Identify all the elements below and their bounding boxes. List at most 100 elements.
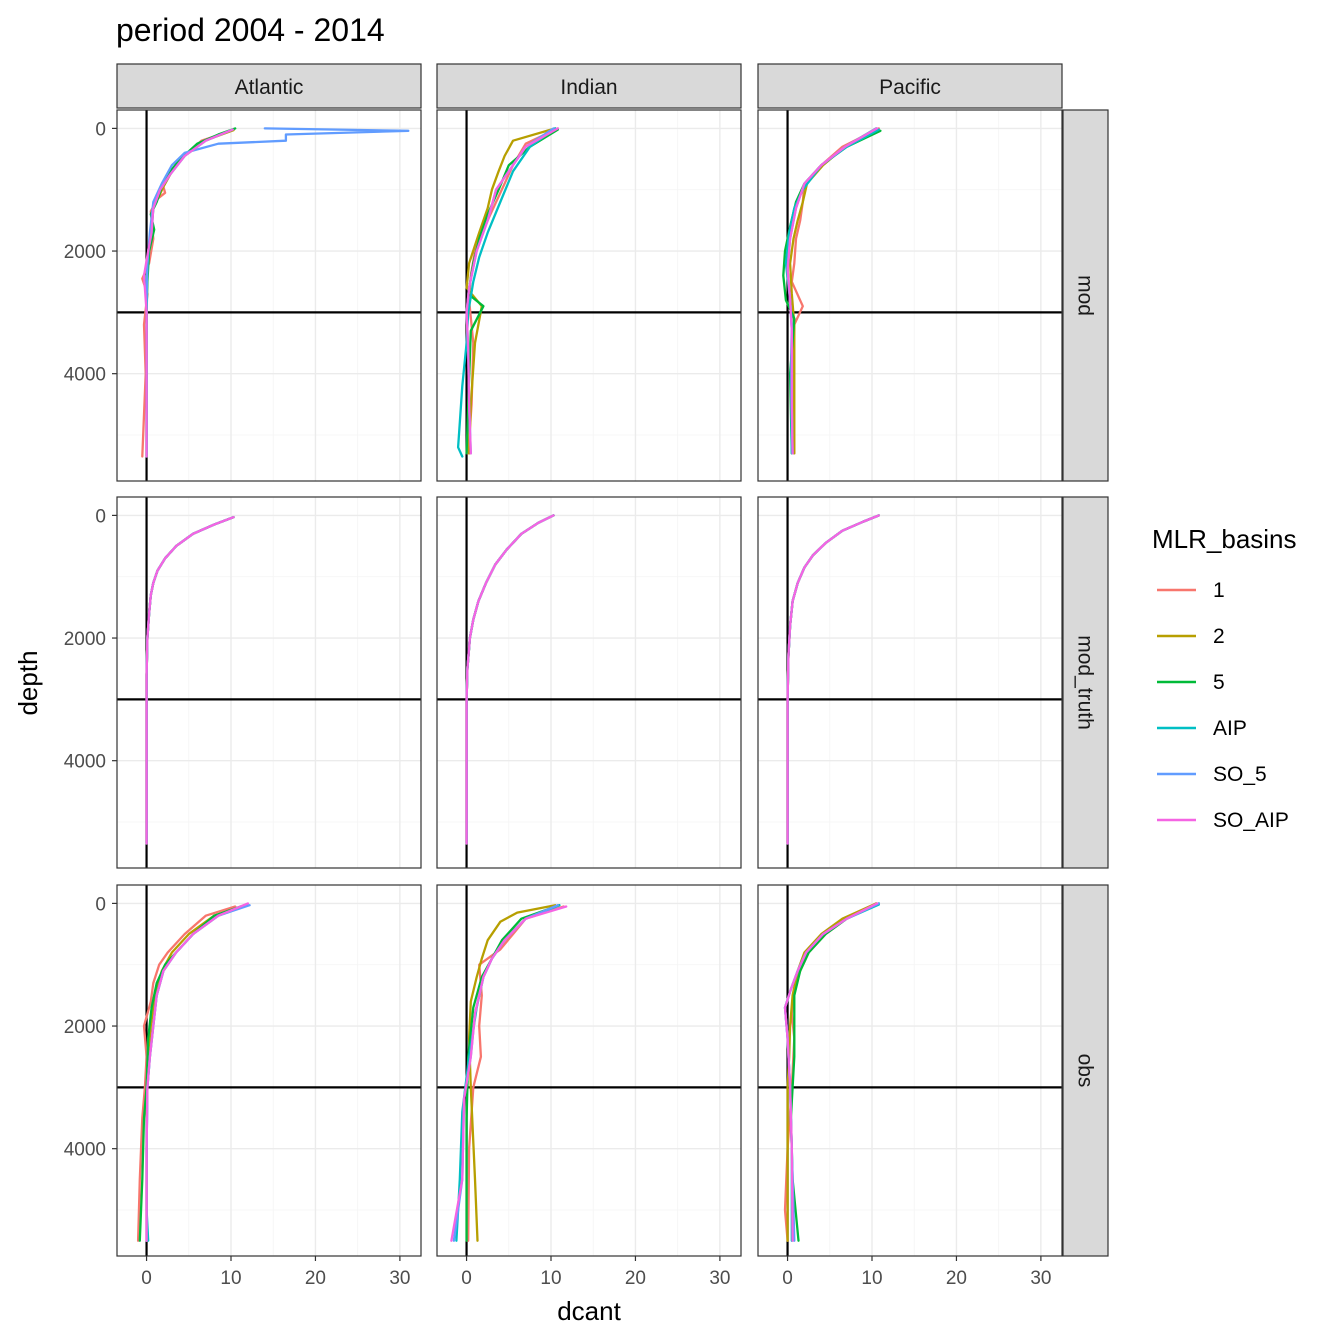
legend-label: 5 (1213, 671, 1225, 694)
x-tick-label: 10 (220, 1268, 241, 1289)
panel-indian-mod-truth (436, 496, 742, 869)
series-line-so-aip (465, 127, 559, 455)
x-tick-label: 0 (782, 1268, 793, 1289)
y-axis-title: depth (13, 650, 43, 715)
series-line-so-aip (465, 514, 555, 845)
series-line-5 (465, 904, 561, 1242)
series-line-1 (136, 905, 237, 1242)
strip-label: Atlantic (235, 76, 304, 99)
strip-label: obs (1074, 1054, 1097, 1088)
x-tick-label: 20 (625, 1268, 646, 1289)
strip-col-indian: Indian (436, 63, 742, 109)
strip-background (1062, 496, 1109, 869)
series-line-aip (456, 127, 557, 458)
legend-item: 2 (1157, 625, 1225, 648)
x-tick-label: 30 (389, 1268, 410, 1289)
panel-background (437, 110, 741, 481)
strip-label: Indian (560, 76, 617, 99)
legend-item: 5 (1157, 671, 1225, 694)
x-tick-label: 10 (861, 1268, 882, 1289)
panel-background (758, 885, 1062, 1256)
panel-border (116, 496, 422, 869)
y-tick-label: 2000 (64, 629, 106, 650)
strip-row-obs: obs (1062, 884, 1109, 1257)
strip-label: mod (1074, 275, 1097, 316)
series-line-so-aip (450, 905, 568, 1242)
series-line-so-aip (145, 902, 250, 1242)
legend-item: SO_5 (1157, 763, 1267, 786)
strip-background (1062, 884, 1109, 1257)
panel-atlantic-mod (116, 109, 422, 482)
panel-background (758, 497, 1062, 868)
panel-border (116, 109, 422, 482)
legend-label: SO_AIP (1213, 809, 1289, 832)
panel-background (437, 497, 741, 868)
panel-background (758, 110, 1062, 481)
series-line-so-aip (142, 128, 234, 458)
legend-item: AIP (1157, 717, 1247, 740)
strip-row-mod: mod (1062, 109, 1109, 482)
series-line-so-aip (786, 127, 879, 455)
legend-item: SO_AIP (1157, 809, 1289, 832)
legend-label: AIP (1213, 717, 1247, 740)
panel-pacific-mod (757, 109, 1063, 482)
panel-atlantic-mod-truth (116, 496, 422, 869)
y-tick-label: 0 (95, 506, 106, 527)
series-line-so-aip (786, 514, 880, 845)
strip-background (1062, 109, 1109, 482)
x-tick-label: 0 (141, 1268, 152, 1289)
legend-label: 1 (1213, 579, 1225, 602)
strip-background (757, 63, 1063, 109)
y-tick-label: 0 (95, 119, 106, 140)
panel-atlantic-obs (116, 884, 422, 1257)
panel-border (757, 109, 1063, 482)
series-line-2 (465, 127, 557, 455)
y-tick-label: 4000 (64, 752, 106, 773)
x-tick-label: 30 (1030, 1268, 1051, 1289)
x-tick-label: 0 (461, 1268, 472, 1289)
panel-border (757, 496, 1063, 869)
panel-border (757, 884, 1063, 1257)
panel-border (116, 884, 422, 1257)
x-tick-label: 20 (305, 1268, 326, 1289)
legend: MLR_basins 1 2 5 AIP SO_5 SO_AIP (1152, 524, 1297, 832)
panel-background (437, 885, 741, 1256)
y-tick-label: 2000 (64, 242, 106, 263)
y-tick-label: 2000 (64, 1017, 106, 1038)
series-line-2 (786, 902, 878, 1242)
strip-background (116, 63, 422, 109)
strip-background (436, 63, 742, 109)
panel-border (436, 496, 742, 869)
x-axis-title: dcant (557, 1296, 621, 1326)
series-line-so-aip (783, 902, 879, 1242)
legend-item: 1 (1157, 579, 1225, 602)
facet-panels (116, 109, 1063, 1257)
chart-title: period 2004 - 2014 (116, 12, 385, 48)
x-tick-label: 10 (540, 1268, 561, 1289)
panel-background (117, 497, 421, 868)
strip-col-atlantic: Atlantic (116, 63, 422, 109)
strip-col-pacific: Pacific (757, 63, 1063, 109)
y-tick-label: 4000 (64, 365, 106, 386)
strip-row-mod-truth: mod_truth (1062, 496, 1109, 869)
panel-indian-mod (436, 109, 742, 482)
x-tick-label: 20 (946, 1268, 967, 1289)
strip-label: Pacific (879, 76, 941, 99)
panel-pacific-obs (757, 884, 1063, 1257)
legend-title: MLR_basins (1152, 524, 1297, 554)
panel-border (436, 884, 742, 1257)
y-tick-label: 0 (95, 894, 106, 915)
axes: 0 2000 4000 0 2000 4000 0 2000 4000 0 10 20 30 0 10 20 3… (64, 119, 1052, 1289)
series-line-so-aip (145, 516, 235, 845)
panel-border (436, 109, 742, 482)
panel-pacific-mod-truth (757, 496, 1063, 869)
panel-background (117, 110, 421, 481)
y-tick-label: 4000 (64, 1140, 106, 1161)
series-line-2 (467, 904, 557, 1242)
x-tick-label: 30 (709, 1268, 730, 1289)
panel-background (117, 885, 421, 1256)
panel-indian-obs (436, 884, 742, 1257)
legend-label: SO_5 (1213, 763, 1267, 786)
